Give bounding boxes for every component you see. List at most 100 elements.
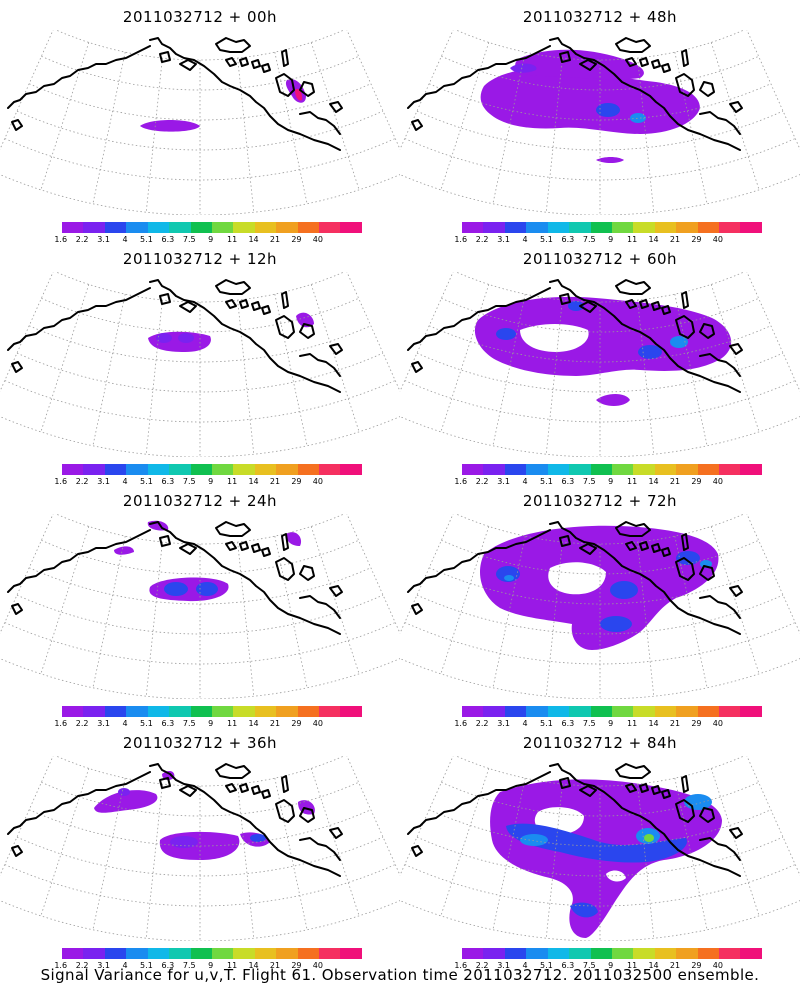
colorbar-labels: 1.6 2.2 3.1 4 5.1 6.3 7.5 9 11 14 21 29 40 bbox=[52, 477, 372, 487]
coastline bbox=[639, 57, 649, 67]
coastline bbox=[699, 353, 741, 377]
variance-contour bbox=[474, 296, 732, 376]
variance-contour bbox=[94, 790, 158, 813]
longitude-line bbox=[0, 272, 54, 393]
colorbar-swatch bbox=[211, 222, 234, 233]
colorbar-tick-label: 29 bbox=[291, 235, 302, 244]
variance-contour bbox=[506, 823, 687, 863]
colorbar-tick-label: 40 bbox=[712, 477, 723, 486]
colorbar-swatch bbox=[211, 948, 234, 959]
colorbar-swatch bbox=[483, 948, 505, 959]
variance-contour bbox=[568, 301, 584, 311]
longitude-line bbox=[145, 783, 163, 939]
latitude-line bbox=[455, 30, 745, 61]
longitude-line bbox=[710, 284, 760, 432]
coastline bbox=[639, 299, 649, 309]
colorbar-tick-label: 7.5 bbox=[182, 719, 196, 728]
colorbar-tick-label: 3.1 bbox=[497, 719, 510, 728]
colorbar bbox=[462, 464, 762, 475]
longitude-line bbox=[746, 756, 800, 877]
colorbar-swatch bbox=[719, 222, 741, 233]
colorbar-tick-label: 4 bbox=[522, 477, 528, 486]
colorbar-swatch bbox=[719, 948, 741, 959]
coastline bbox=[651, 785, 661, 795]
panel-title: 2011032712 + 12h bbox=[122, 250, 278, 268]
graticule bbox=[400, 30, 800, 215]
colorbar-swatch bbox=[190, 464, 212, 475]
latitude-line bbox=[404, 622, 796, 665]
longitude-line bbox=[746, 514, 800, 635]
latitude-line bbox=[4, 138, 396, 181]
variance-contour bbox=[196, 582, 218, 596]
colorbar-swatch bbox=[276, 464, 298, 475]
coastline bbox=[579, 543, 597, 555]
colorbar-tick-label: 3.1 bbox=[497, 961, 510, 970]
colorbar-tick-label: 14 bbox=[248, 961, 259, 970]
colorbar-tick-label: 2.2 bbox=[475, 961, 489, 970]
colorbar-tick-label: 5.1 bbox=[140, 719, 153, 728]
coastline bbox=[651, 301, 661, 311]
colorbar-swatch bbox=[676, 222, 698, 233]
coastline bbox=[661, 789, 671, 799]
colorbar-swatch bbox=[297, 222, 320, 233]
longitude-line bbox=[237, 299, 255, 455]
colorbar-tick-label: 29 bbox=[291, 719, 302, 728]
colorbar bbox=[462, 222, 762, 233]
colorbar-tick-label: 9 bbox=[608, 719, 614, 728]
colorbar-swatch bbox=[169, 948, 191, 959]
coastline bbox=[549, 37, 741, 151]
longitude-line bbox=[237, 541, 255, 697]
colorbar-tick-label: 4 bbox=[522, 235, 528, 244]
colorbar-labels: 1.6 2.2 3.1 4 5.1 6.3 7.5 9 11 14 21 29 40 bbox=[452, 235, 772, 245]
coastline bbox=[159, 777, 171, 789]
colorbar-swatch bbox=[654, 948, 677, 959]
longitude-line bbox=[440, 768, 490, 916]
colorbar-swatch bbox=[590, 464, 612, 475]
longitude-line bbox=[746, 30, 800, 151]
colorbar-swatch bbox=[147, 464, 170, 475]
colorbar-tick-label: 1.6 bbox=[54, 477, 68, 486]
variance-contour bbox=[600, 616, 632, 632]
coastline bbox=[239, 299, 249, 309]
coastline bbox=[699, 565, 715, 581]
coastline bbox=[681, 291, 689, 309]
colorbar-swatch bbox=[169, 706, 191, 717]
colorbar-tick-label: 3.1 bbox=[497, 477, 510, 486]
latitude-line bbox=[455, 272, 745, 303]
variance-contour bbox=[296, 312, 314, 328]
coastline bbox=[299, 837, 341, 861]
coastline bbox=[225, 783, 237, 793]
latitude-line bbox=[4, 380, 396, 423]
colorbar-tick-label: 14 bbox=[248, 719, 259, 728]
coastline bbox=[615, 521, 651, 537]
colorbar-tick-label: 5.1 bbox=[540, 477, 553, 486]
colorbar-swatch bbox=[569, 464, 591, 475]
coastline bbox=[299, 595, 341, 619]
coastline bbox=[215, 521, 251, 537]
coastline bbox=[179, 59, 197, 71]
colorbar-tick-label: 7.5 bbox=[582, 961, 596, 970]
coastline bbox=[675, 799, 695, 823]
coastline bbox=[729, 827, 743, 839]
longitude-line bbox=[400, 272, 454, 393]
latitude-line bbox=[429, 567, 771, 605]
colorbar-tick-label: 29 bbox=[291, 961, 302, 970]
colorbar-tick-label: 6.3 bbox=[561, 477, 575, 486]
coastline bbox=[559, 777, 571, 789]
coastline bbox=[407, 529, 551, 593]
coastline bbox=[681, 775, 689, 793]
map-panel-72h: 2011032712 + 72h 1.6 2.2 3.1 4 5.1 6.3 7.5 9 11 1… bbox=[400, 484, 800, 728]
variance-contour bbox=[114, 546, 134, 555]
colorbar-swatch bbox=[740, 222, 762, 233]
colorbar-swatch bbox=[340, 706, 362, 717]
colorbar-tick-label: 6.3 bbox=[161, 719, 175, 728]
coastline bbox=[239, 783, 249, 793]
colorbar-tick-label: 3.1 bbox=[97, 477, 110, 486]
colorbar-tick-label: 3.1 bbox=[97, 719, 110, 728]
colorbar-tick-label: 40 bbox=[312, 477, 323, 486]
longitude-line bbox=[710, 768, 760, 916]
coastline bbox=[329, 343, 343, 355]
colorbar-swatch bbox=[104, 222, 127, 233]
coastline bbox=[661, 305, 671, 315]
map-boundary bbox=[0, 900, 400, 941]
